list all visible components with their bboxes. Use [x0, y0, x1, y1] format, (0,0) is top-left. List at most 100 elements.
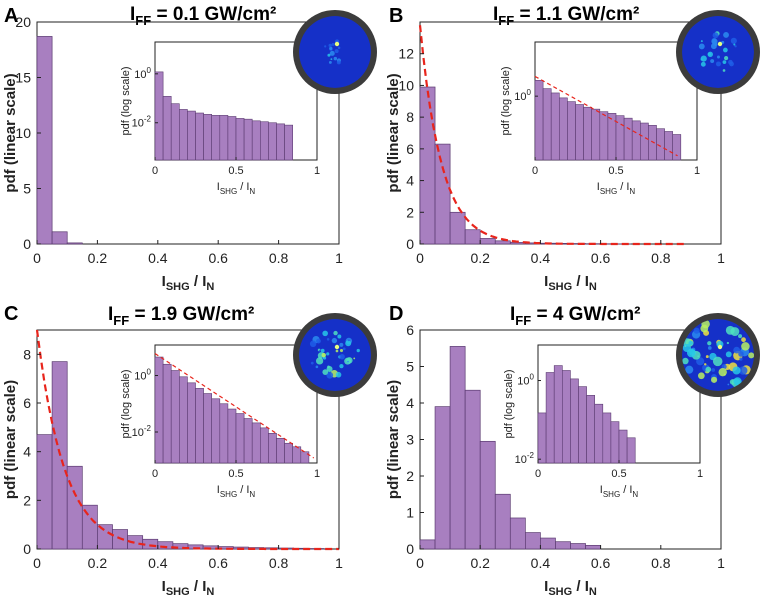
y-tick-label: 8	[406, 109, 414, 125]
tick-base: 10	[134, 69, 146, 81]
speckle-spot	[696, 357, 705, 366]
speckle-spot	[722, 60, 727, 64]
speckle-spot	[734, 45, 737, 48]
inset-histogram-bar	[259, 121, 269, 161]
y-tick-label: 6	[406, 322, 414, 338]
inset-histogram-bar	[235, 118, 245, 161]
inset-x-axis-label: ISHG / IN	[597, 181, 636, 196]
histogram-bar	[570, 543, 586, 550]
histogram-bar	[494, 240, 511, 245]
x-tick-label: 0	[416, 555, 424, 571]
x-label-part: I	[162, 273, 166, 290]
y-axis-label: pdf (linear scale)	[385, 380, 402, 499]
y-axis-label: pdf (linear scale)	[2, 73, 19, 192]
inset-histogram-bar	[292, 446, 302, 464]
x-label-part: I	[600, 484, 603, 496]
title-sub: FF	[515, 313, 531, 328]
histogram-bar	[434, 143, 451, 245]
speckle-spot	[329, 50, 335, 56]
title-main: I	[130, 4, 135, 25]
speckle-spot	[321, 352, 327, 358]
x-tick-label: 1	[717, 555, 725, 571]
panel-letter: A	[4, 5, 18, 27]
speckle-spot	[707, 346, 712, 350]
inset-histogram-bar	[553, 365, 563, 464]
speckle-spot	[334, 49, 339, 54]
x-label-part: I	[544, 578, 548, 595]
inset-y-axis-label: pdf (log scale)	[503, 369, 515, 438]
panel-title-text: IFF = 4 GW/cm²	[510, 304, 640, 328]
speckle-spot	[333, 56, 338, 61]
speckle-spot	[718, 367, 727, 377]
x-tick-label: 0	[33, 250, 41, 266]
speckle-spot	[684, 345, 687, 348]
x-label-part: I	[217, 181, 220, 193]
inset-histogram-bar	[284, 442, 294, 464]
speckle-center-spot	[334, 41, 340, 47]
speckle-spot	[741, 342, 750, 351]
x-label-part: / I	[237, 181, 249, 193]
inset-x-axis-label: ISHG / IN	[217, 181, 256, 196]
x-tick-label: 0.2	[470, 250, 490, 266]
inset-x-tick-label: 0	[532, 165, 538, 177]
y-tick-label: 2	[406, 468, 414, 484]
speckle-image-D	[676, 313, 760, 397]
speckle-spot	[707, 51, 713, 58]
speckle-spot	[722, 69, 726, 72]
x-tick-label: 1	[335, 555, 343, 571]
inset-x-tick-label: 0.5	[608, 165, 623, 177]
inset-histogram-bar	[276, 123, 285, 161]
speckle-spot	[732, 366, 741, 375]
y-tick-label: 0	[406, 236, 414, 252]
y-tick-label: 6	[406, 141, 414, 157]
speckle-spot	[724, 56, 729, 61]
inset-histogram-bar	[179, 376, 188, 464]
x-tick-label: 0.6	[591, 555, 611, 571]
inset-histogram-bar	[195, 388, 204, 464]
inset-x-tick-label: 0.5	[228, 165, 243, 177]
inset-histogram-bar	[154, 356, 164, 464]
title-main: I	[510, 304, 515, 325]
x-tick-label: 0.8	[651, 250, 671, 266]
speckle-image-B	[676, 10, 760, 94]
y-tick-label: 10	[15, 125, 31, 141]
speckle-spot	[686, 348, 696, 358]
y-tick-label: 0	[406, 541, 414, 557]
inset-y-tick-label: 10-2	[132, 115, 152, 130]
tick-exponent: -2	[144, 424, 152, 433]
speckle-spot	[335, 349, 339, 353]
speckle-spot	[697, 372, 705, 380]
inset-histogram-bar	[227, 116, 237, 161]
inset-histogram-bar	[195, 112, 204, 161]
x-label-part: / I	[620, 484, 632, 496]
inset-histogram-bar	[618, 429, 628, 464]
speckle-spot	[700, 40, 703, 43]
panel-title-text: IFF = 1.9 GW/cm²	[108, 304, 254, 328]
speckle-spot	[733, 43, 736, 46]
inset-fit-line	[154, 353, 315, 459]
inset-histogram-bar	[170, 370, 180, 464]
speckle-spot	[316, 338, 321, 344]
histogram-bar	[479, 440, 496, 550]
speckle-spot	[326, 365, 333, 372]
histogram-bar	[419, 86, 436, 245]
title-main: I	[493, 4, 498, 25]
inset-x-tick-label: 0	[152, 165, 158, 177]
inset-x-tick-label: 1	[314, 468, 320, 480]
speckle-field	[299, 16, 371, 88]
inset-histogram-bar	[268, 122, 277, 161]
x-label-part: N	[629, 187, 635, 196]
x-tick-label: 0.4	[148, 555, 168, 571]
histogram-bar	[540, 537, 556, 550]
x-label-part: N	[589, 281, 597, 293]
panel-letter: B	[389, 5, 403, 27]
speckle-spot	[705, 355, 709, 359]
y-tick-label: 20	[15, 14, 31, 30]
inset-histogram-bar	[623, 117, 633, 161]
inset-y-axis-label: pdf (log scale)	[120, 66, 132, 135]
speckle-spot	[339, 353, 345, 360]
speckle-field	[682, 319, 754, 391]
panel-title: IFF = 1.9 GW/cm²	[108, 304, 254, 328]
